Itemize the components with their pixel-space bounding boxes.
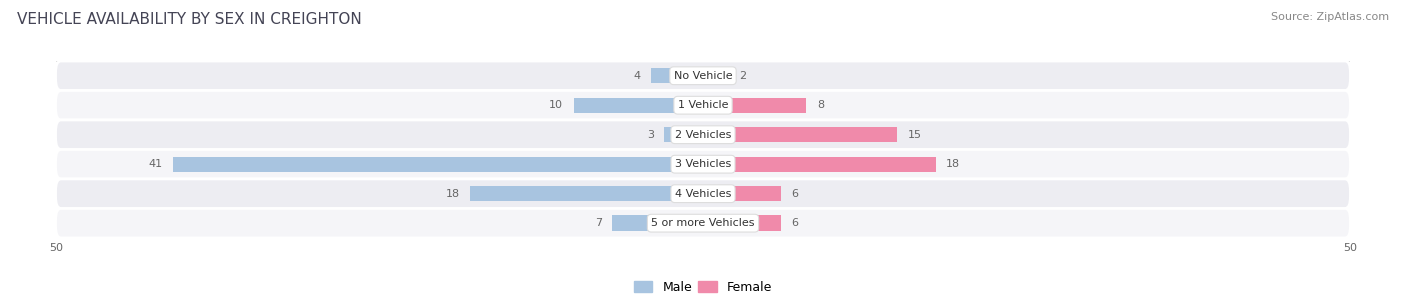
Bar [703,216,780,231]
Text: 6: 6 [792,218,799,228]
Bar [703,68,728,83]
Text: 15: 15 [907,130,921,140]
FancyBboxPatch shape [56,179,1350,208]
Bar [703,127,897,142]
Text: 10: 10 [550,100,564,110]
Legend: Male, Female: Male, Female [628,276,778,299]
FancyBboxPatch shape [56,61,1350,91]
Bar [651,68,703,83]
Bar [703,156,936,172]
Text: 7: 7 [595,218,602,228]
FancyBboxPatch shape [56,91,1350,120]
FancyBboxPatch shape [56,120,1350,149]
Text: Source: ZipAtlas.com: Source: ZipAtlas.com [1271,12,1389,22]
Text: 41: 41 [148,159,162,169]
FancyBboxPatch shape [56,149,1350,179]
Text: 3: 3 [647,130,654,140]
Bar [613,216,703,231]
Text: 18: 18 [446,189,460,199]
Text: 18: 18 [946,159,960,169]
Text: 5 or more Vehicles: 5 or more Vehicles [651,218,755,228]
Text: 4: 4 [634,71,641,81]
Bar [664,127,703,142]
Text: 2: 2 [740,71,747,81]
Bar [173,156,703,172]
Text: 8: 8 [817,100,824,110]
Text: VEHICLE AVAILABILITY BY SEX IN CREIGHTON: VEHICLE AVAILABILITY BY SEX IN CREIGHTON [17,12,361,27]
Bar [703,98,807,113]
Bar [470,186,703,201]
Text: 6: 6 [792,189,799,199]
Text: 4 Vehicles: 4 Vehicles [675,189,731,199]
Text: 2 Vehicles: 2 Vehicles [675,130,731,140]
Text: No Vehicle: No Vehicle [673,71,733,81]
FancyBboxPatch shape [56,208,1350,238]
Bar [703,186,780,201]
Text: 3 Vehicles: 3 Vehicles [675,159,731,169]
Text: 1 Vehicle: 1 Vehicle [678,100,728,110]
Bar [574,98,703,113]
